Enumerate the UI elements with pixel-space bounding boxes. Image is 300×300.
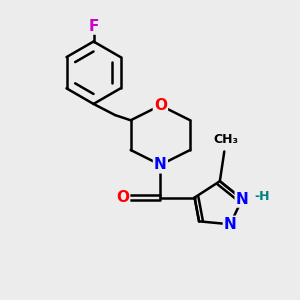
Text: N: N <box>236 191 248 206</box>
Text: -H: -H <box>255 190 270 203</box>
Text: O: O <box>154 98 167 113</box>
Text: O: O <box>116 190 129 205</box>
Text: CH₃: CH₃ <box>213 133 238 146</box>
Text: N: N <box>154 158 167 172</box>
Text: N: N <box>224 217 237 232</box>
Text: F: F <box>88 19 99 34</box>
